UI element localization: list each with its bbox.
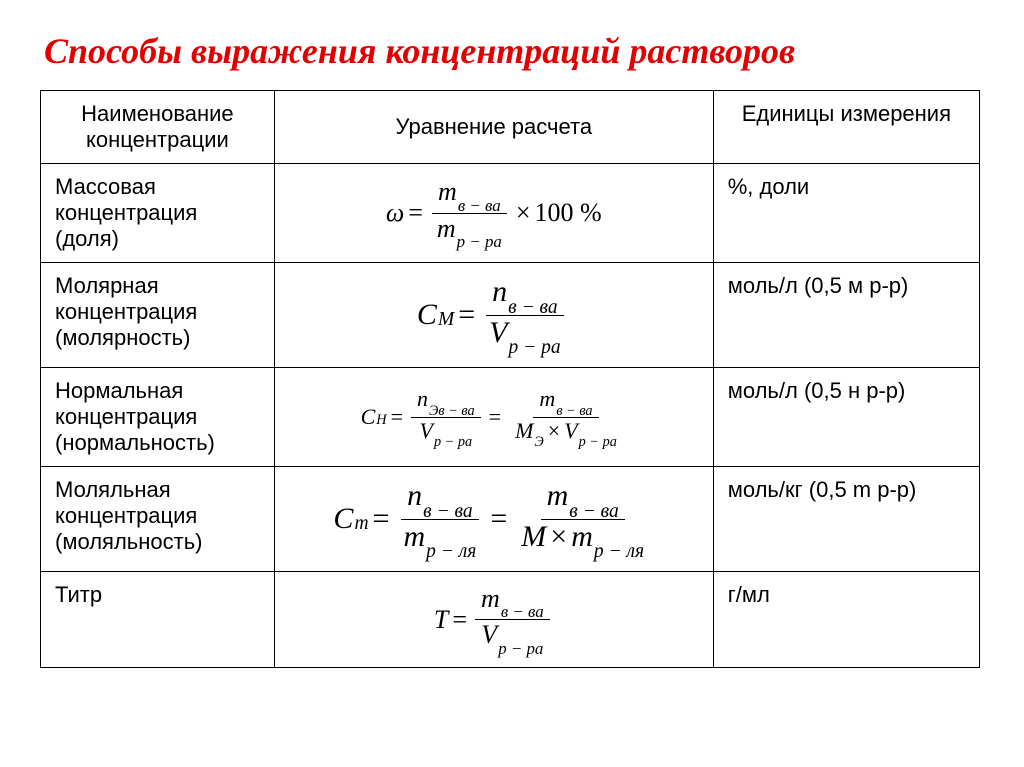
col-header-unit: Единицы измерения	[713, 91, 979, 164]
table-row: Титр T= mв − ва Vр − ра г/мл	[41, 572, 980, 668]
cell-unit: моль/л (0,5 н р-р)	[713, 368, 979, 467]
cell-name: Молярная концентрация (молярность)	[41, 263, 275, 368]
cell-name: Массовая концентрация (доля)	[41, 164, 275, 263]
cell-name: Титр	[41, 572, 275, 668]
table-header-row: Наименование концентрации Уравнение расч…	[41, 91, 980, 164]
col-header-name: Наименование концентрации	[41, 91, 275, 164]
cell-formula: ω= mв − ва mр − ра ×100 %	[274, 164, 713, 263]
concentrations-table: Наименование концентрации Уравнение расч…	[40, 90, 980, 668]
col-header-eq: Уравнение расчета	[274, 91, 713, 164]
table-row: Нормальная концентрация (нормальность) C…	[41, 368, 980, 467]
table-row: Моляльная концентрация (моляльность) Cm=…	[41, 467, 980, 572]
cell-unit: г/мл	[713, 572, 979, 668]
page-title: Способы выражения концентраций растворов	[44, 30, 984, 72]
cell-name: Нормальная концентрация (нормальность)	[41, 368, 275, 467]
cell-formula: CМ= nв − ва Vр − ра	[274, 263, 713, 368]
table-row: Массовая концентрация (доля) ω= mв − ва …	[41, 164, 980, 263]
cell-formula: CН= nЭв − ва Vр − ра = mв − ва MЭ×Vр − р…	[274, 368, 713, 467]
cell-unit: %, доли	[713, 164, 979, 263]
table-row: Молярная концентрация (молярность) CМ= n…	[41, 263, 980, 368]
cell-unit: моль/кг (0,5 m р-р)	[713, 467, 979, 572]
cell-unit: моль/л (0,5 м р-р)	[713, 263, 979, 368]
cell-formula: T= mв − ва Vр − ра	[274, 572, 713, 668]
cell-formula: Cm= nв − ва mр − ля = mв − ва M×mр − ля	[274, 467, 713, 572]
cell-name: Моляльная концентрация (моляльность)	[41, 467, 275, 572]
